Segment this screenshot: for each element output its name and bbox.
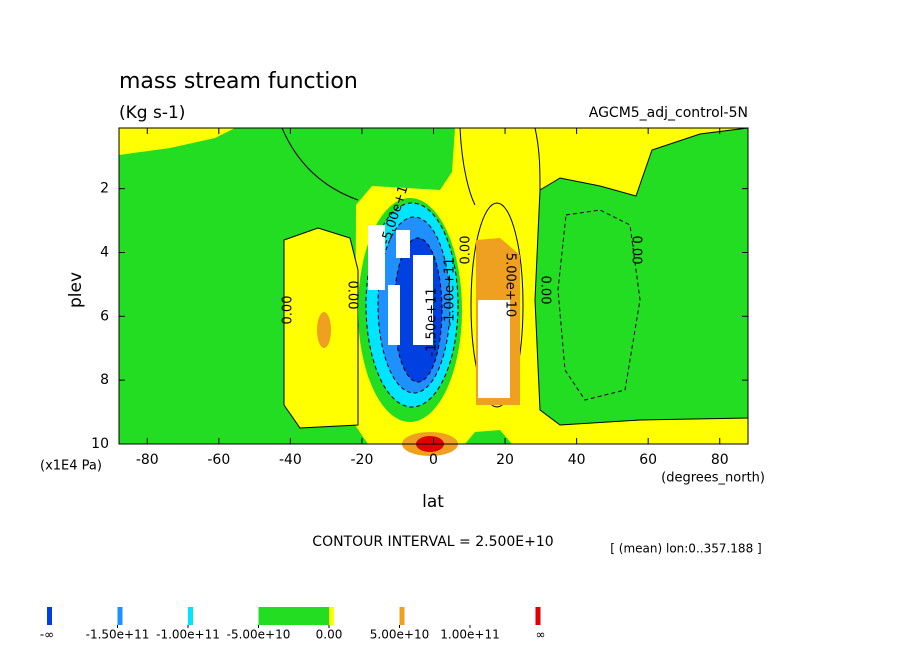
- x-tick-label: 60: [639, 452, 657, 468]
- colorbar-label: 1.00e+11: [440, 628, 499, 642]
- y-tick-label: 8: [100, 372, 109, 388]
- missing-cell: [388, 285, 400, 345]
- colorbar-label: -5.00e+10: [227, 628, 291, 642]
- colorbar-label: -1.00e+11: [156, 628, 220, 642]
- colorbar-swatch: [117, 607, 123, 625]
- colorbar-label: -∞: [40, 628, 54, 642]
- chart-title: mass stream function: [119, 69, 358, 94]
- y-tick-label: 4: [100, 244, 109, 260]
- contour-label: 0.00: [345, 281, 360, 310]
- x-tick-label: -40: [279, 452, 302, 468]
- x-tick-label: 80: [711, 452, 729, 468]
- y-axis-label: plev: [66, 272, 86, 308]
- contour-label: 5.00e+10: [503, 253, 518, 317]
- colorbar-swatch: [258, 607, 329, 625]
- x-tick-label: 0: [429, 452, 438, 468]
- negative-region: [465, 430, 512, 444]
- positive-core: [317, 312, 331, 348]
- colorbar-swatch: [329, 607, 334, 625]
- y-tick-label: 6: [100, 308, 109, 324]
- x-axis-label: lat: [422, 492, 444, 512]
- missing-cell: [396, 230, 410, 258]
- colorbar-swatch: [535, 607, 541, 625]
- x-tick-label: -60: [207, 452, 230, 468]
- missing-cell: [413, 255, 433, 345]
- contour-label: 0.00: [281, 296, 296, 325]
- colorbar-swatch: [188, 607, 193, 625]
- averaging-note: [ (mean) lon:0..357.188 ]: [610, 542, 761, 556]
- contour-label: -1.00e+11: [443, 257, 458, 326]
- colorbar-swatch: [47, 607, 52, 625]
- colorbar-swatch: [399, 607, 405, 625]
- colorbar-label: 0.00: [316, 628, 343, 642]
- contour-line: [557, 209, 641, 401]
- contour-label: 0.00: [538, 276, 553, 305]
- contour-label: 0.00: [629, 236, 644, 265]
- contour-field: [118, 127, 749, 456]
- y-axis-units: (x1E4 Pa): [40, 459, 102, 474]
- colorbar-label: 5.00e+10: [370, 628, 429, 642]
- missing-cell: [368, 225, 385, 290]
- colorbar-label: ∞: [536, 628, 546, 642]
- x-tick-label: 40: [568, 452, 586, 468]
- colorbar-label: -1.50e+11: [86, 628, 150, 642]
- y-tick-label: 10: [91, 436, 109, 452]
- contour-label: -1.50e+11: [425, 287, 440, 356]
- subtitle: (Kg s-1): [119, 103, 185, 123]
- contour-line: [281, 127, 541, 206]
- x-axis-units: (degrees_north): [661, 471, 765, 486]
- x-tick-label: 20: [496, 452, 514, 468]
- x-tick-label: -20: [351, 452, 374, 468]
- contour-interval: CONTOUR INTERVAL = 2.500E+10: [312, 534, 553, 550]
- y-tick-label: 2: [100, 181, 109, 197]
- contour-label: 0.00: [459, 236, 474, 265]
- missing-cell: [478, 300, 510, 398]
- x-tick-label: -80: [136, 452, 159, 468]
- dataset-label: AGCM5_adj_control-5N: [589, 105, 748, 121]
